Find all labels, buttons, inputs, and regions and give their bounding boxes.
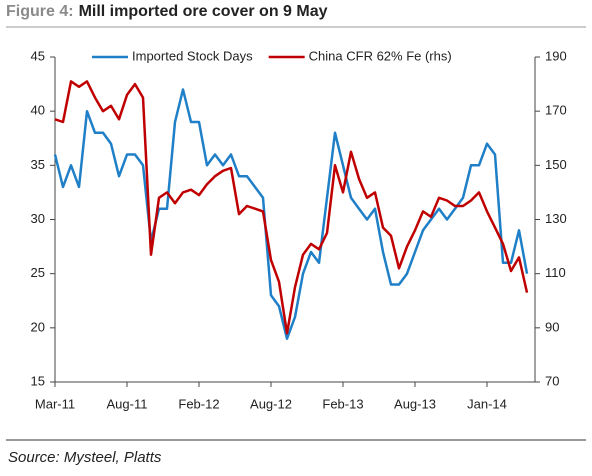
- x-tick-label: Mar-11: [35, 396, 75, 411]
- y-tick-label: 30: [31, 211, 45, 226]
- y-tick-label: 45: [31, 48, 45, 63]
- y2-tick-label: 70: [545, 373, 559, 388]
- legend-label: Imported Stock Days: [132, 48, 253, 63]
- source: Source: Mysteel, Platts: [8, 449, 162, 466]
- y-tick-label: 35: [31, 157, 45, 172]
- y-tick-label: 40: [31, 103, 45, 118]
- y2-tick-label: 90: [545, 319, 559, 334]
- x-tick-label: Jan-14: [467, 396, 507, 411]
- y2-tick-label: 150: [545, 157, 567, 172]
- legend-label: China CFR 62% Fe (rhs): [309, 48, 452, 63]
- x-tick-label: Feb-13: [322, 396, 363, 411]
- x-tick-label: Feb-12: [178, 396, 219, 411]
- y2-tick-label: 110: [545, 265, 566, 280]
- y-tick-label: 20: [31, 319, 45, 334]
- data-line: [53, 88, 529, 340]
- y2-tick-label: 130: [545, 211, 567, 226]
- y2-tick-label: 170: [545, 103, 567, 118]
- chart-title: Mill imported ore cover on 9 May: [79, 3, 328, 20]
- figure-label: Figure 4:: [6, 3, 74, 20]
- y-tick-label: 25: [31, 265, 45, 280]
- y2-tick-label: 190: [545, 48, 567, 63]
- data-line: [54, 80, 529, 335]
- x-tick-label: Aug-11: [107, 396, 148, 411]
- x-tick-label: Aug-12: [250, 396, 292, 411]
- y-tick-label: 15: [31, 373, 45, 388]
- x-tick-label: Aug-13: [394, 396, 436, 411]
